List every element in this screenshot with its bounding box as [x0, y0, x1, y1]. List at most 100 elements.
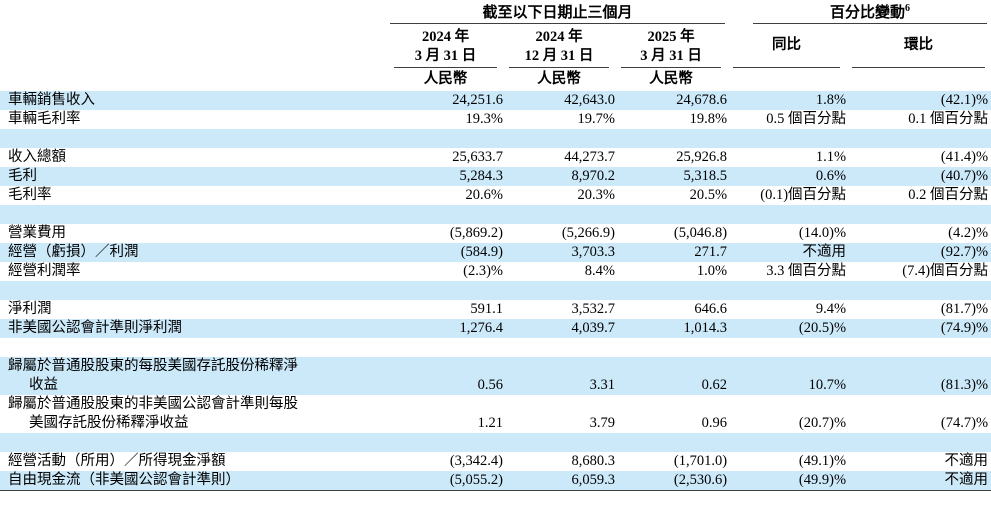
table-row: 經營利潤率 (2.3)% 8.4% 1.0% 3.3 個百分點 (7.4)個百分點	[0, 262, 991, 281]
cell-value: 1.21	[477, 415, 503, 431]
cell-value: 0.2 個百分點	[908, 187, 989, 203]
cell-value: 8,680.3	[571, 453, 616, 469]
cell-value: (20.7)%	[798, 415, 847, 431]
cell-value: (14.0)%	[798, 225, 847, 241]
currency-label: 人民幣	[537, 71, 581, 87]
footnote-marker: 6	[905, 3, 911, 14]
column-year: 2024 年	[535, 29, 583, 45]
empty-header-cell	[727, 68, 846, 91]
table-row: 經營活動（所用）／所得現金淨額 (3,342.4) 8,680.3 (1,701.0)…	[0, 452, 991, 471]
column-header-row: 2024 年 3 月 31 日 2024 年 12 月 31 日 2025 年 …	[0, 24, 991, 68]
cell-value: 42,643.0	[564, 92, 615, 108]
column-header-qoq: 環比	[846, 24, 991, 68]
financial-results-page: 截至以下日期止三個月 百分比變動6 2024 年 3 月 31 日	[0, 0, 991, 491]
cell-value: 1,014.3	[683, 320, 728, 336]
cell-value: 8.4%	[584, 263, 615, 279]
column-header-2024-03: 2024 年 3 月 31 日	[388, 24, 503, 68]
table-row: 歸屬於普通股股東的每股美國存託股份稀釋淨 收益 0.56 3.31 0.62 10.7% (…	[0, 357, 991, 395]
empty-header-cell	[0, 24, 388, 68]
table-row: 歸屬於普通股股東的非美國公認會計準則每股 美國存託股份稀釋淨收益 1.21 3.79 0…	[0, 395, 991, 433]
spacer-cell	[0, 433, 991, 452]
financial-results-table: 截至以下日期止三個月 百分比變動6 2024 年 3 月 31 日	[0, 0, 991, 491]
cell-value: (5,266.9)	[561, 225, 615, 241]
table-row: 經營（虧損）／利潤 (584.9) 3,703.3 271.7 不適用 (92.7)%	[0, 243, 991, 262]
column-header-yoy: 同比	[727, 24, 846, 68]
cell-value: 24,251.6	[452, 92, 503, 108]
table-row: 收入總額 25,633.7 44,273.7 25,926.8 1.1% (41.4)%	[0, 148, 991, 167]
cell-value: 19.7%	[577, 111, 615, 127]
cell-value: (5,055.2)	[388, 471, 503, 491]
table-row: 自由現金流（非美國公認會計準則） (5,055.2) 6,059.3 (2,530.6…	[0, 471, 991, 491]
qoq-label: 環比	[904, 36, 934, 53]
cell-value: 1.1%	[815, 149, 847, 165]
cell-value: (3,342.4)	[449, 453, 503, 469]
cell-value: 0.62	[701, 377, 728, 393]
cell-value: (42.1)%	[940, 92, 989, 108]
spacer-cell	[0, 338, 991, 357]
table-row: 淨利潤 591.1 3,532.7 646.6 9.4% (81.7)%	[0, 300, 991, 319]
change-group-header-cell: 百分比變動6	[727, 0, 991, 24]
spacer-cell	[0, 205, 991, 224]
cell-value: 0.96	[701, 415, 728, 431]
spacer-row	[0, 433, 991, 452]
cell-value: (2,530.6)	[615, 471, 728, 491]
cell-value: (5,869.2)	[449, 225, 503, 241]
cell-value: 5,284.3	[459, 168, 504, 184]
row-label: 經營活動（所用）／所得現金淨額	[8, 453, 226, 469]
column-year: 2024 年	[421, 29, 470, 45]
row-label: 自由現金流（非美國公認會計準則）	[0, 471, 388, 491]
cell-value: (1,701.0)	[673, 453, 728, 469]
row-label: 毛利率	[8, 187, 52, 203]
cell-value: (49.9)%	[727, 471, 847, 491]
table-row: 非美國公認會計準則淨利潤 1,276.4 4,039.7 1,014.3 (20.5)%…	[0, 319, 991, 338]
row-label: 淨利潤	[8, 301, 52, 317]
cell-value: 1,276.4	[459, 320, 504, 336]
cell-value: 20.5%	[689, 187, 728, 203]
cell-value: 20.3%	[577, 187, 615, 203]
column-header-2025-03: 2025 年 3 月 31 日	[615, 24, 727, 68]
cell-value: 9.4%	[815, 301, 847, 317]
cell-value: 24,678.6	[676, 92, 728, 108]
period-group-header: 截至以下日期止三個月	[390, 4, 726, 24]
table-row: 車輛毛利率 19.3% 19.7% 19.8% 0.5 個百分點 0.1 個百分點	[0, 110, 991, 129]
cell-value: 3.31	[589, 377, 615, 393]
column-date: 3 月 31 日	[640, 48, 702, 64]
cell-value: 44,273.7	[564, 149, 615, 165]
cell-value: 19.3%	[465, 111, 503, 127]
spacer-row	[0, 281, 991, 300]
cell-value: (40.7)%	[940, 168, 989, 184]
cell-value: (7.4)個百分點	[902, 263, 989, 279]
row-label: 車輛銷售收入	[8, 92, 95, 108]
cell-value: 5,318.5	[683, 168, 728, 184]
cell-value: 0.1 個百分點	[908, 111, 989, 127]
cell-value: 3,703.3	[571, 244, 616, 260]
cell-value: 3.3 個百分點	[766, 263, 847, 279]
row-label: 毛利	[8, 168, 37, 184]
cell-value: (0.1)個百分點	[760, 187, 847, 203]
period-group-header-cell: 截至以下日期止三個月	[388, 0, 727, 24]
cell-value: 1.8%	[815, 92, 847, 108]
row-label: 經營（虧損）／利潤	[8, 244, 139, 260]
column-date: 12 月 31 日	[524, 48, 594, 64]
cell-value: 8,970.2	[571, 168, 616, 184]
cell-value: (4.2)%	[948, 225, 989, 241]
row-label: 收入總額	[8, 149, 66, 165]
cell-value: (49.1)%	[798, 453, 847, 469]
cell-value: 不適用	[944, 453, 989, 469]
table-body: 車輛銷售收入 24,251.6 42,643.0 24,678.6 1.8% (42.1)…	[0, 91, 991, 491]
row-label: 車輛毛利率	[8, 111, 81, 127]
cell-value: 不適用	[846, 471, 991, 491]
row-label: 營業費用	[8, 225, 66, 241]
spacer-row	[0, 338, 991, 357]
table-row: 毛利 5,284.3 8,970.2 5,318.5 0.6% (40.7)%	[0, 167, 991, 186]
cell-value: 271.7	[694, 244, 728, 260]
group-header-row: 截至以下日期止三個月 百分比變動6	[0, 0, 991, 24]
cell-value: 19.8%	[689, 111, 728, 127]
cell-value: 0.5 個百分點	[766, 111, 847, 127]
empty-header-cell	[846, 68, 991, 91]
cell-value: 1.0%	[696, 263, 728, 279]
change-group-label: 百分比變動	[830, 5, 906, 21]
cell-value: (20.5)%	[798, 320, 847, 336]
row-label: 歸屬於普通股股東的非美國公認會計準則每股 美國存託股份稀釋淨收益	[8, 396, 298, 431]
table-row: 車輛銷售收入 24,251.6 42,643.0 24,678.6 1.8% (42.1)…	[0, 91, 991, 110]
